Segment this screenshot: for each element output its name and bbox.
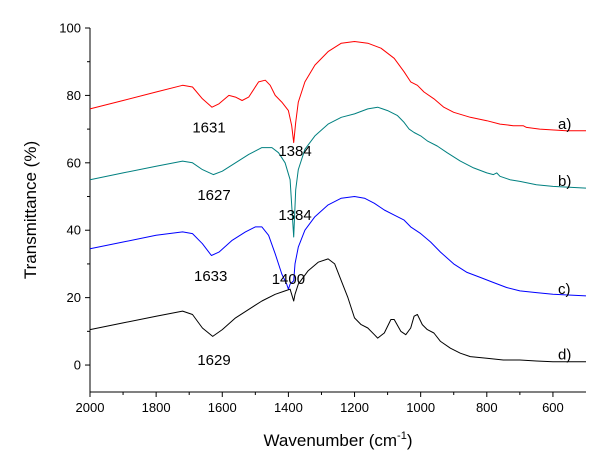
series-labels: a) b) c) d) [558,116,571,364]
series-label: b) [558,173,571,190]
y-tick-label: 20 [67,290,81,305]
x-tick-label: 2000 [76,400,105,415]
x-axis-title-superscript: -1 [397,430,407,442]
y-tick-label: 100 [59,21,81,36]
series-label: a) [558,116,571,133]
peak-annotation: 1384 [278,143,311,160]
series-layer [89,41,587,363]
y-ticks: 0 20 40 60 80 100 [59,21,90,373]
x-tick-label: 800 [476,400,498,415]
x-tick-label: 1200 [340,400,369,415]
axes [89,28,586,393]
x-tick-label: 1000 [406,400,435,415]
y-tick-label: 40 [67,223,81,238]
x-tick-label: 1600 [208,400,237,415]
peak-annotation: 1627 [197,187,230,204]
series-line-2 [89,106,587,238]
peak-annotation: 1631 [192,119,225,136]
series-label: c) [558,281,571,298]
y-axis-title: Transmittance (%) [21,141,40,279]
x-ticks: 2000 1800 1600 1400 1200 1000 800 600 [76,392,564,415]
y-tick-label: 0 [74,358,81,373]
peak-annotation: 1629 [197,352,230,369]
peak-annotation: 1633 [194,268,227,285]
x-axis-title: Wavenumber (cm-1) [264,430,413,450]
x-tick-label: 1800 [142,400,171,415]
peak-annotation: 1400 [272,271,305,288]
x-tick-label: 600 [542,400,564,415]
series-line-1 [89,41,586,144]
y-tick-label: 80 [67,88,81,103]
series-line-4 [89,258,586,363]
x-axis-title-tail: ) [407,431,413,450]
peak-annotation: 1384 [278,207,311,224]
x-tick-label: 1400 [274,400,303,415]
series-label: d) [558,347,571,364]
series-line-3 [89,196,587,297]
annotations: 1631 1384 1627 1384 1633 1400 1629 [192,119,311,369]
y-tick-label: 60 [67,155,81,170]
